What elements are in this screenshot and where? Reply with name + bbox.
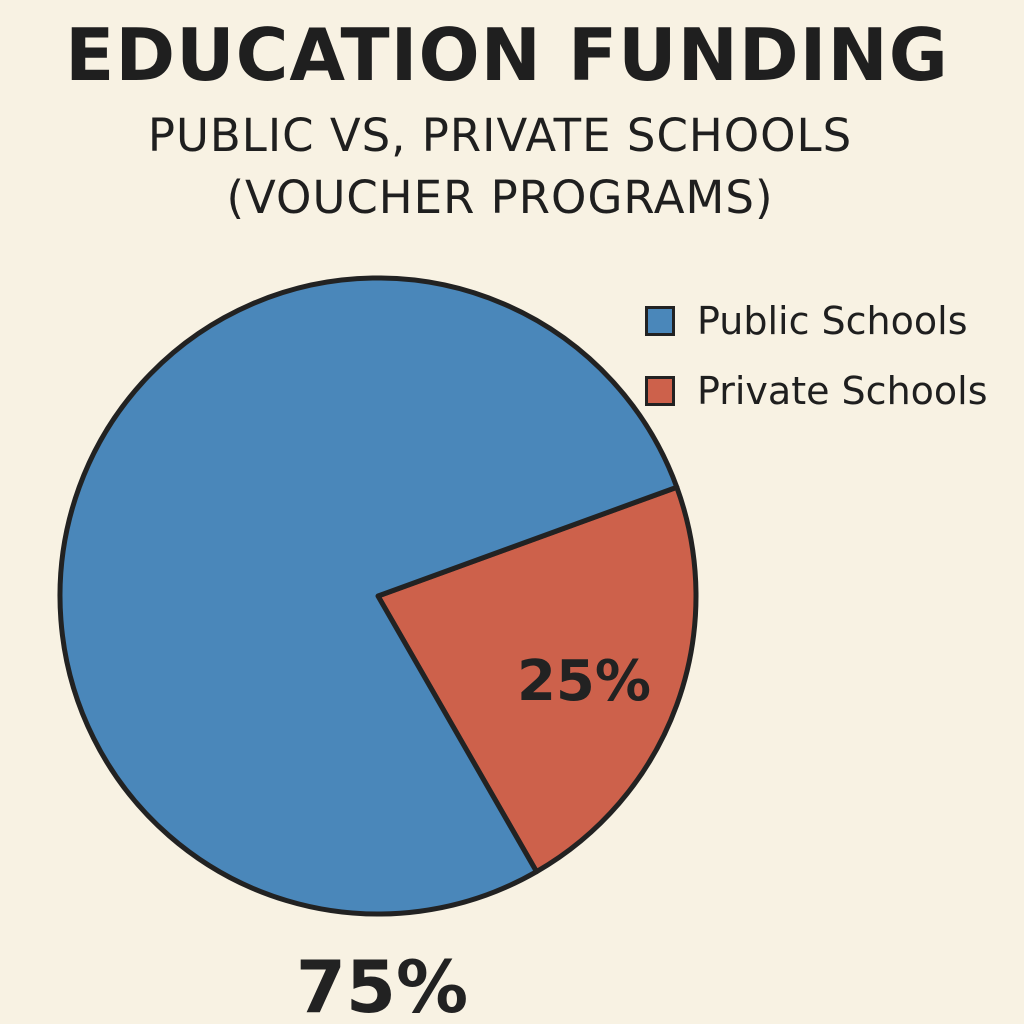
pie-slice-public-schools xyxy=(57,275,680,917)
legend-item-private-schools: Private Schools xyxy=(645,356,988,426)
chart-legend: Public Schools Private Schools xyxy=(645,286,988,426)
chart-subtitle-line-2: (VOUCHER PROGRAMS) xyxy=(226,171,774,224)
pie-slice-private-schools xyxy=(375,484,699,875)
legend-label-private-schools: Private Schools xyxy=(697,369,988,413)
slice-label-public-schools: 75% xyxy=(296,945,468,1024)
legend-swatch-private-schools xyxy=(645,376,675,406)
legend-item-public-schools: Public Schools xyxy=(645,286,988,356)
legend-swatch-public-schools xyxy=(645,306,675,336)
slice-label-private-schools: 25% xyxy=(517,649,651,714)
chart-title: EDUCATION FUNDING xyxy=(65,13,949,97)
legend-label-public-schools: Public Schools xyxy=(697,299,968,343)
chart-subtitle-line-1: PUBLIC VS, PRIVATE SCHOOLS xyxy=(147,109,853,162)
